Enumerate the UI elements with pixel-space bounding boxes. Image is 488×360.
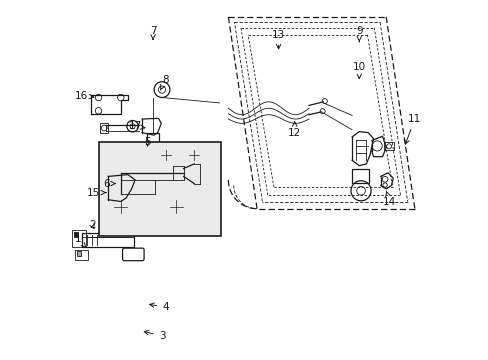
Text: 4: 4	[149, 302, 168, 312]
Bar	[75, 250, 88, 260]
Bar	[82, 233, 134, 247]
Bar	[100, 123, 108, 134]
Text: 15: 15	[87, 188, 106, 198]
Bar	[77, 251, 81, 256]
Text: 5: 5	[144, 138, 151, 147]
Bar	[74, 232, 78, 237]
Text: 9: 9	[355, 26, 362, 42]
Text: 8: 8	[160, 75, 168, 90]
Bar	[147, 134, 159, 153]
Text: 13: 13	[271, 30, 285, 49]
Text: 11: 11	[404, 114, 421, 144]
Text: 1: 1	[74, 234, 86, 247]
Bar	[126, 224, 137, 233]
Bar	[128, 225, 135, 231]
Text: 17: 17	[128, 121, 144, 131]
Bar	[72, 230, 86, 247]
Text: 7: 7	[149, 26, 156, 39]
Text: 6: 6	[103, 179, 115, 189]
Text: 16: 16	[75, 91, 94, 101]
Text: 3: 3	[144, 330, 165, 341]
Text: 10: 10	[352, 62, 365, 78]
Bar	[351, 168, 368, 183]
Text: 2: 2	[89, 220, 95, 230]
Text: 12: 12	[287, 122, 301, 138]
Text: 14: 14	[382, 191, 396, 207]
Bar	[99, 142, 221, 235]
Bar	[384, 142, 394, 150]
